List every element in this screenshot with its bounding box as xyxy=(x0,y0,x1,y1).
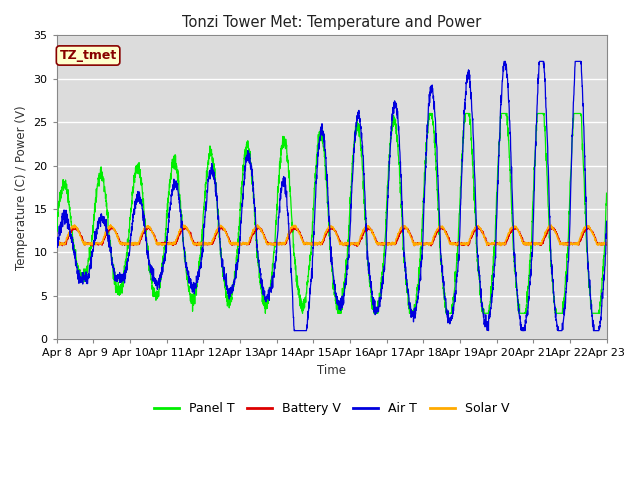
Legend: Panel T, Battery V, Air T, Solar V: Panel T, Battery V, Air T, Solar V xyxy=(149,397,515,420)
Text: TZ_tmet: TZ_tmet xyxy=(60,49,116,62)
X-axis label: Time: Time xyxy=(317,364,346,377)
Y-axis label: Temperature (C) / Power (V): Temperature (C) / Power (V) xyxy=(15,105,28,270)
Title: Tonzi Tower Met: Temperature and Power: Tonzi Tower Met: Temperature and Power xyxy=(182,15,481,30)
